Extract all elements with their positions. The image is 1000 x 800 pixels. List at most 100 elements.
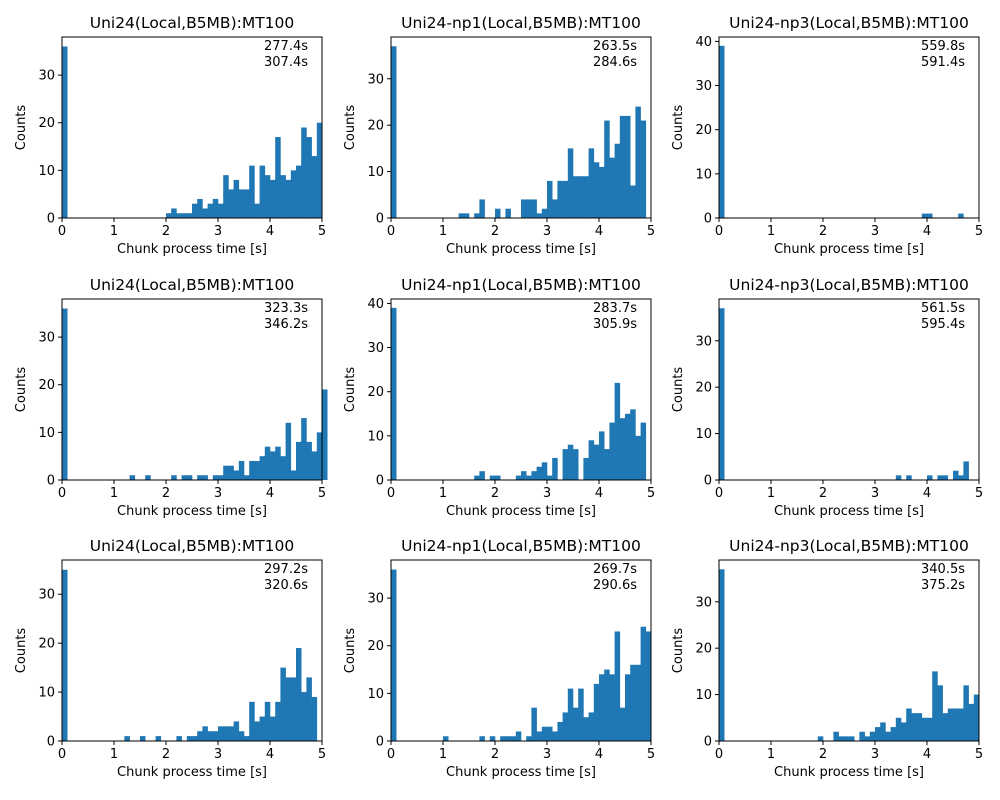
- subplot-title: Uni24-np1(Local,B5MB):MT100: [401, 276, 641, 294]
- histogram-bar: [963, 685, 969, 741]
- x-tick-label: 3: [214, 747, 222, 762]
- time-annotation: 591.4s: [921, 55, 965, 70]
- histogram-bar: [228, 189, 234, 218]
- histogram-bars: [719, 569, 980, 741]
- x-tick-label: 1: [439, 486, 447, 501]
- x-tick-label: 5: [975, 486, 983, 501]
- x-tick-label: 2: [819, 486, 827, 501]
- histogram-bar: [541, 726, 548, 741]
- histogram-bars: [391, 46, 647, 219]
- histogram-bar: [285, 677, 292, 741]
- histogram-bar: [619, 707, 626, 741]
- histogram-bar: [244, 475, 250, 480]
- histogram-bar: [838, 736, 845, 741]
- histogram-bar: [599, 674, 605, 741]
- x-axis-label: Chunk process time [s]: [774, 504, 924, 519]
- histogram-bar: [285, 422, 292, 480]
- histogram-bar: [145, 475, 151, 480]
- y-axis-label: Counts: [671, 105, 686, 151]
- x-tick-label: 3: [871, 224, 879, 239]
- subplot-title: Uni24-np3(Local,B5MB):MT100: [729, 14, 969, 32]
- histogram-bar: [958, 708, 964, 741]
- histogram-bar: [895, 717, 902, 741]
- histogram-bar: [906, 708, 912, 741]
- histogram-bar: [443, 736, 449, 741]
- histogram-bar: [296, 165, 302, 218]
- histogram-bar: [588, 712, 595, 741]
- histogram-bar: [202, 726, 208, 741]
- histogram-bar: [233, 470, 240, 480]
- time-annotation: 297.2s: [264, 562, 308, 577]
- time-annotation: 320.6s: [264, 578, 308, 593]
- time-annotation: 284.6s: [593, 55, 637, 70]
- y-tick-label: 0: [704, 474, 712, 489]
- histogram-bar: [604, 669, 610, 741]
- histogram-bar: [233, 721, 240, 741]
- x-tick-label: 4: [266, 486, 274, 501]
- histogram-bar: [547, 726, 553, 741]
- histogram-bar: [505, 208, 511, 218]
- histogram-bar: [719, 569, 725, 741]
- histogram-bar: [635, 106, 641, 218]
- x-tick-label: 0: [58, 224, 66, 239]
- subplot-7: 0 1 2 3 4 5 0 10 20 30 Uni24(Local,B5MB):MT100 Chun…: [14, 537, 326, 780]
- histogram-bar: [958, 213, 964, 218]
- histogram-bar: [202, 208, 208, 218]
- y-tick-label: 40: [367, 297, 384, 312]
- histogram-bar: [890, 727, 897, 741]
- time-annotation: 595.4s: [921, 317, 965, 332]
- histogram-bar: [510, 736, 517, 741]
- histogram-bars: [62, 308, 328, 480]
- y-axis-label: Counts: [343, 367, 358, 413]
- histogram-bar: [625, 115, 631, 218]
- x-tick-label: 1: [767, 224, 775, 239]
- x-tick-label: 2: [491, 224, 499, 239]
- histogram-bar: [562, 712, 569, 741]
- x-tick-label: 2: [162, 224, 170, 239]
- x-tick-label: 4: [923, 486, 931, 501]
- x-tick-label: 1: [767, 747, 775, 762]
- histogram-bar: [218, 726, 224, 741]
- histogram-bars: [719, 308, 969, 480]
- histogram-bar: [129, 475, 136, 480]
- histogram-bar: [176, 736, 182, 741]
- axes-frame: [718, 559, 980, 742]
- histogram-bar: [140, 736, 146, 741]
- histogram-bar: [609, 422, 615, 480]
- y-tick-label: 30: [367, 592, 384, 607]
- time-annotation: 323.3s: [264, 301, 308, 316]
- time-annotation: 375.2s: [921, 578, 965, 593]
- time-annotation: 340.5s: [921, 562, 965, 577]
- y-tick-label: 10: [695, 427, 712, 442]
- histogram-bar: [536, 731, 543, 741]
- subplot-title: Uni24-np3(Local,B5MB):MT100: [729, 276, 969, 294]
- y-tick-label: 10: [367, 429, 384, 444]
- y-tick-label: 0: [704, 735, 712, 750]
- histogram-bar: [932, 671, 938, 741]
- histogram-bar: [578, 688, 584, 741]
- histogram-bar: [947, 708, 954, 741]
- histogram-bar: [171, 475, 177, 480]
- histogram-bar: [254, 721, 260, 741]
- histogram-bar: [285, 179, 292, 218]
- histogram-bar: [489, 475, 496, 480]
- histogram-bar: [927, 475, 933, 480]
- y-tick-label: 30: [38, 588, 55, 603]
- time-annotation: 305.9s: [593, 317, 637, 332]
- y-tick-label: 20: [367, 639, 384, 654]
- axes-frame: [390, 298, 652, 481]
- histogram-bar: [817, 736, 824, 741]
- axes-frame: [61, 298, 323, 481]
- axes-frame: [718, 36, 980, 219]
- histogram-bar: [306, 137, 312, 218]
- y-tick-label: 30: [367, 341, 384, 356]
- y-tick-label: 20: [695, 123, 712, 138]
- histogram-bar: [885, 731, 891, 741]
- histogram-bar: [567, 148, 574, 218]
- histogram-bar: [306, 441, 312, 480]
- histogram-bar: [474, 213, 480, 218]
- histogram-bar: [547, 475, 553, 480]
- axes-frame: [61, 36, 323, 219]
- histogram-bar: [531, 471, 537, 480]
- histogram-bar: [249, 460, 255, 480]
